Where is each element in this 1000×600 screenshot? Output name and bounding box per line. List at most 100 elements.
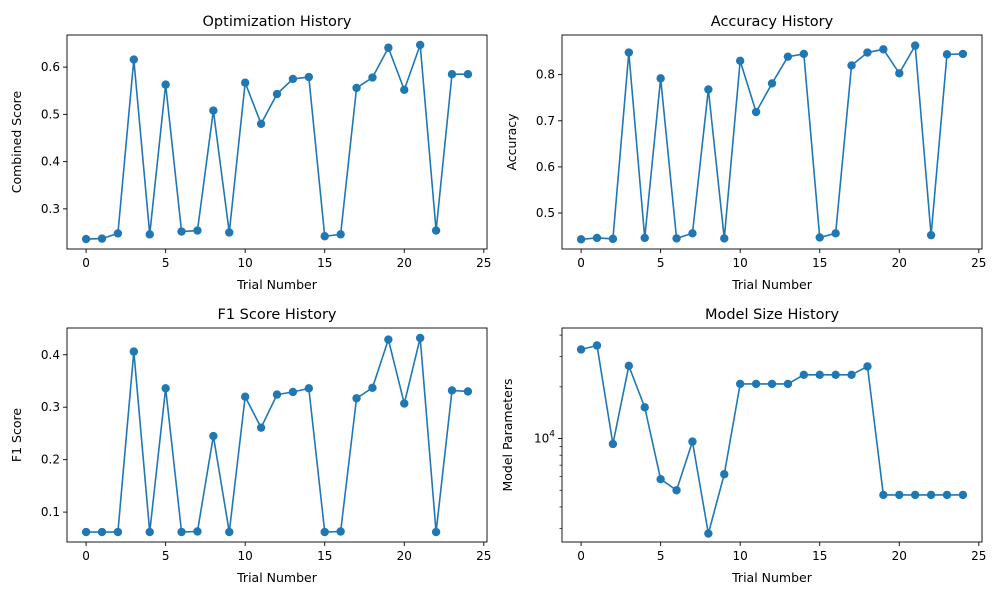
data-point [735,56,745,66]
data-point [640,403,649,412]
data-point [815,370,824,379]
data-point [209,431,218,441]
data-point [720,470,729,479]
data-point [320,232,329,241]
data-point [958,49,968,59]
y-tick-label: 0.3 [41,202,60,216]
x-tick-label: 0 [577,549,585,563]
x-tick-label: 10 [733,256,748,270]
data-point [431,527,441,537]
data-point [704,529,713,538]
x-tick-label: 5 [162,549,170,563]
x-tick-label: 15 [317,256,332,270]
data-point [97,234,107,243]
data-point [400,399,409,408]
x-axis-label: Trial Number [731,277,813,292]
data-point [97,527,107,537]
y-tick-label: 0.5 [41,107,60,121]
data-point [799,370,809,379]
x-tick-label: 15 [317,549,332,563]
x-tick-label: 15 [812,549,827,563]
data-point [447,386,457,395]
data-point [256,119,266,129]
x-tick-label: 0 [82,256,90,270]
data-point [672,234,681,243]
subplot-1: Optimization History Trial Number Combined… [9,14,491,292]
data-point [863,362,872,371]
x-tick-label: 15 [812,256,827,270]
data-point [193,527,202,536]
series-line [86,44,468,240]
data-point [304,384,314,393]
series-line [580,344,963,534]
data-point [799,49,809,59]
data-point [272,89,282,99]
data-point [688,229,697,238]
x-tick-label: 20 [892,549,907,563]
data-point [368,383,377,392]
x-tick-label: 25 [476,256,491,270]
data-point [608,439,618,449]
data-point [910,41,920,50]
data-point [863,48,872,57]
plot-frame [561,327,983,543]
x-tick-label: 20 [397,256,412,270]
data-point [751,379,761,389]
x-axis-label: Trial Number [236,570,318,585]
data-point [368,73,377,82]
data-point [193,226,202,235]
chart-title: Optimization History [203,14,352,30]
data-point [831,229,840,238]
data-point [145,527,154,537]
data-point [336,527,345,536]
x-tick-label: 0 [577,256,585,270]
data-point [304,72,314,82]
data-point [958,490,968,500]
data-point [831,370,840,379]
data-point [177,227,186,236]
y-axis-label: Combined Score [9,90,24,193]
y-tick-label: 0.1 [41,505,60,519]
y-tick-label: 0.4 [41,155,60,169]
x-tick-label: 5 [657,549,665,563]
data-point [783,379,793,389]
plot-frame [561,34,983,250]
subplot-3: F1 Score History Trial Number F1 Score 0 5 10… [9,307,491,585]
data-point [847,370,856,379]
subplot-4: Model Size History Trial Number Model Para… [500,307,986,585]
series-line [86,336,468,533]
data-point [240,392,250,401]
data-point [879,490,888,500]
data-point [161,384,170,393]
data-point [942,490,952,500]
x-tick-label: 25 [971,256,986,270]
y-axis-label: Accuracy [504,113,519,171]
data-point [576,345,586,354]
data-point [129,55,139,64]
data-point [288,387,298,397]
y-tick-label: 0.7 [536,114,555,128]
data-point [400,85,409,95]
data-point [815,233,824,242]
data-point [783,52,793,61]
x-tick-label: 5 [657,256,665,270]
data-point [113,527,123,537]
data-point [415,333,425,343]
data-point [431,226,441,235]
data-point [240,78,250,87]
data-point [895,490,904,500]
y-tick-label: 0.3 [41,400,60,414]
data-point [352,83,361,93]
data-point [895,69,904,78]
data-point [592,233,602,243]
data-point [256,423,266,432]
x-axis-label: Trial Number [731,570,813,585]
data-point [910,490,920,500]
subplot-2: Accuracy History Trial Number Accuracy 0 5 10… [504,14,986,292]
series-line [581,42,963,241]
data-point [81,234,91,244]
x-tick-label: 0 [82,549,90,563]
data-point [113,229,123,238]
data-point [177,527,186,537]
